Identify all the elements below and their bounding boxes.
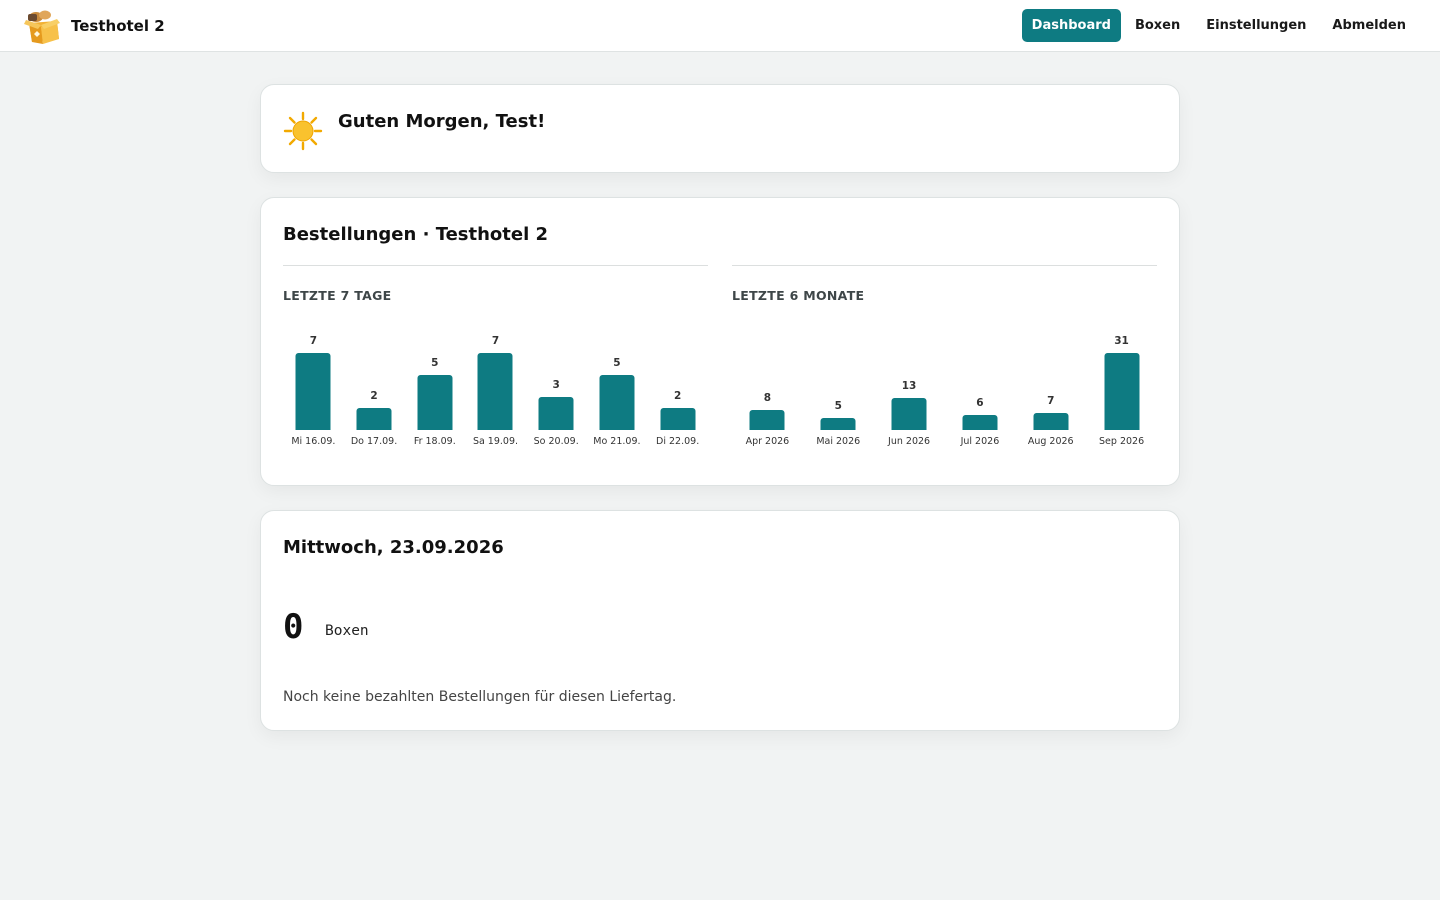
bar-column: 2 Di 22.09.	[647, 330, 708, 450]
bar	[477, 353, 513, 430]
bar-value-label: 5	[834, 400, 842, 412]
bar-value-label: 8	[763, 392, 772, 404]
main-nav: Dashboard Boxen Einstellungen Abmelden	[1020, 9, 1418, 42]
bar-category-label: Sep 2026	[1099, 436, 1145, 447]
bar-category-label: Jun 2026	[888, 436, 931, 447]
hotel-name: Testhotel 2	[71, 17, 165, 35]
bar	[891, 398, 927, 430]
bar-category-label: Aug 2026	[1027, 436, 1074, 447]
nav-abmelden[interactable]: Abmelden	[1332, 18, 1406, 33]
nav-einstellungen[interactable]: Einstellungen	[1206, 18, 1307, 33]
bar	[356, 408, 392, 430]
top-navigation-bar: Testhotel 2 Dashboard Boxen Einstellunge…	[0, 0, 1440, 52]
bar	[820, 418, 856, 430]
bar	[599, 375, 635, 430]
orders-title: Bestellungen · Testhotel 2	[283, 224, 549, 245]
bar	[295, 353, 331, 430]
bar-category-label: Sa 19.09.	[472, 436, 519, 447]
box-with-bread-icon	[24, 10, 60, 44]
sun-icon	[283, 111, 323, 151]
bar-value-label: 3	[552, 379, 560, 391]
bar-column: 7 Sa 19.09.	[465, 330, 526, 450]
bar-column: 6 Jul 2026	[945, 330, 1016, 450]
bar-value-label: 7	[491, 335, 500, 347]
bar-category-label: Di 22.09.	[656, 436, 700, 447]
greeting-text: Guten Morgen, Test!	[338, 111, 546, 132]
bar-column: 5 Mo 21.09.	[587, 330, 648, 450]
bar	[749, 410, 785, 430]
bar-category-label: Apr 2026	[745, 436, 790, 447]
bar-value-label: 5	[431, 357, 439, 369]
orders-card: Bestellungen · Testhotel 2 LETZTE 7 TAGE…	[260, 197, 1180, 486]
bar-value-label: 2	[370, 390, 378, 402]
bar-column: 2 Do 17.09.	[344, 330, 405, 450]
chart-title: LETZTE 6 MONATE	[732, 288, 865, 303]
bar	[962, 415, 998, 430]
bar	[660, 408, 696, 430]
bar-value-label: 2	[673, 390, 682, 402]
bar	[417, 375, 453, 430]
box-count-unit: Boxen	[325, 623, 369, 639]
bar-column: 31 Sep 2026	[1086, 330, 1157, 450]
bar-category-label: So 20.09.	[533, 436, 579, 447]
bar-chart-7-days: 7 Mi 16.09. 2 Do 17.09. 5 Fr 18.09. 7 Sa 19.09.…	[283, 330, 708, 450]
box-count: 0	[283, 607, 304, 647]
chart-last-6-months: LETZTE 6 MONATE 8 Apr 2026 5 Mai 2026 13 Jun …	[732, 265, 1157, 465]
bar-value-label: 31	[1114, 335, 1129, 347]
empty-orders-note: Noch keine bezahlten Bestellungen für di…	[283, 689, 677, 705]
brand[interactable]: Testhotel 2	[24, 8, 165, 44]
bar-value-label: 7	[309, 335, 317, 347]
bar-category-label: Mo 21.09.	[593, 436, 641, 447]
bar-column: 8 Apr 2026	[732, 330, 803, 450]
delivery-day-card: Mittwoch, 23.09.2026 0 Boxen Noch keine …	[260, 510, 1180, 731]
bar	[538, 397, 574, 430]
bar-category-label: Fr 18.09.	[413, 436, 456, 447]
nav-dashboard[interactable]: Dashboard	[1021, 9, 1121, 42]
bar-category-label: Jul 2026	[960, 436, 1000, 447]
bar-column: 3 So 20.09.	[526, 330, 587, 450]
delivery-day-title: Mittwoch, 23.09.2026	[283, 537, 504, 558]
bar-column: 13 Jun 2026	[874, 330, 945, 450]
bar	[1104, 353, 1140, 430]
chart-title: LETZTE 7 TAGE	[283, 288, 392, 303]
bar-category-label: Mi 16.09.	[291, 436, 336, 447]
bar-value-label: 7	[1047, 395, 1055, 407]
bar-column: 7 Mi 16.09.	[283, 330, 344, 450]
bar-value-label: 5	[613, 357, 621, 369]
bar	[1033, 413, 1069, 430]
bar-category-label: Do 17.09.	[350, 436, 398, 447]
bar-chart-6-months: 8 Apr 2026 5 Mai 2026 13 Jun 2026 6 Jul 2026 7 Au…	[732, 330, 1157, 450]
bar-column: 7 Aug 2026	[1015, 330, 1086, 450]
bar-column: 5 Mai 2026	[803, 330, 874, 450]
bar-category-label: Mai 2026	[816, 436, 861, 447]
bar-value-label: 13	[901, 380, 917, 392]
nav-boxen[interactable]: Boxen	[1134, 18, 1181, 33]
chart-last-7-days: LETZTE 7 TAGE 7 Mi 16.09. 2 Do 17.09. 5 Fr 18…	[283, 265, 708, 465]
bar-value-label: 6	[976, 397, 984, 409]
bar-column: 5 Fr 18.09.	[404, 330, 465, 450]
greeting-card: Guten Morgen, Test!	[260, 84, 1180, 173]
